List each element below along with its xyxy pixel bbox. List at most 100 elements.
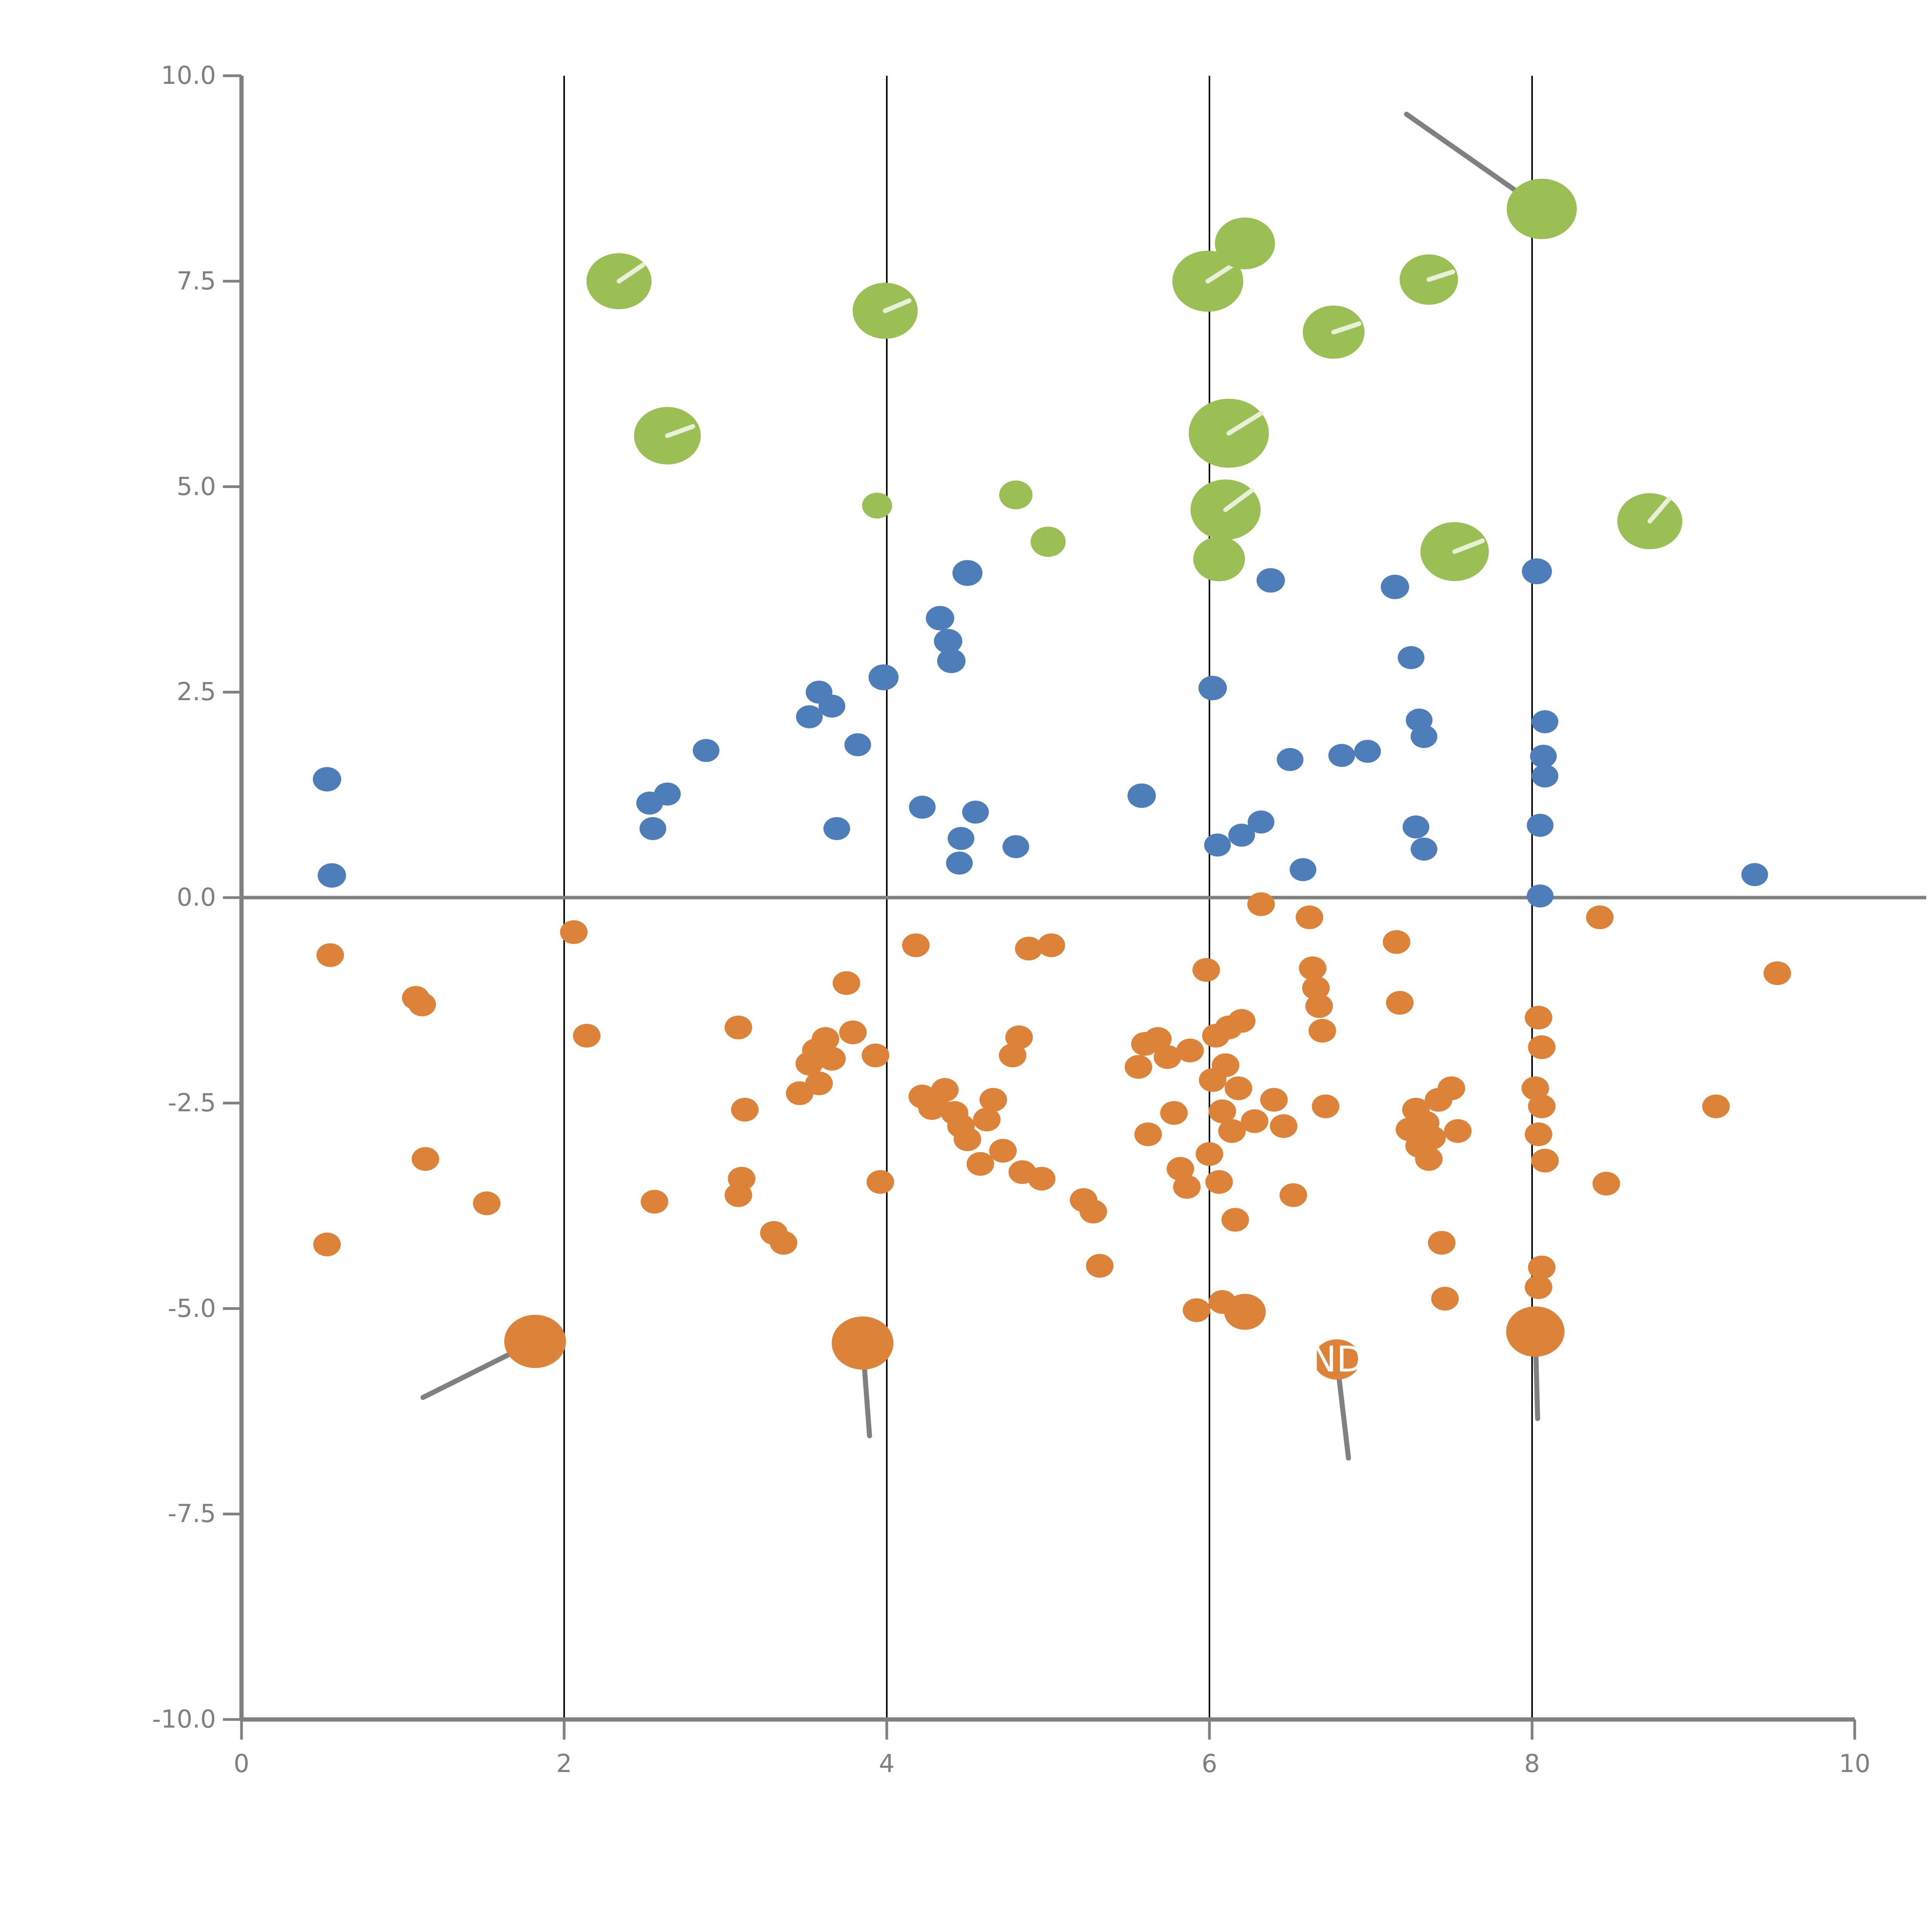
data-point-blue[interactable]	[1127, 783, 1156, 808]
data-point-orange[interactable]	[313, 1232, 341, 1257]
data-point-green[interactable]	[1193, 537, 1245, 582]
data-point-green[interactable]	[1215, 217, 1275, 269]
data-point-orange[interactable]	[1167, 1157, 1194, 1181]
data-point-orange[interactable]	[1431, 1287, 1459, 1311]
data-point-orange[interactable]	[473, 1191, 501, 1215]
data-point-orange[interactable]	[1241, 1109, 1269, 1133]
data-point-orange[interactable]	[731, 1098, 759, 1122]
data-point-orange[interactable]	[1592, 1172, 1620, 1196]
data-point-orange[interactable]	[902, 933, 930, 957]
data-point-blue[interactable]	[1522, 558, 1552, 585]
data-point-orange[interactable]	[1212, 1053, 1240, 1077]
data-point-orange[interactable]	[504, 1315, 566, 1368]
data-point-orange[interactable]	[1079, 1199, 1107, 1224]
data-point-orange[interactable]	[862, 1043, 889, 1068]
data-point-orange[interactable]	[973, 1107, 1001, 1131]
data-point-blue[interactable]	[1256, 568, 1285, 593]
data-point-orange[interactable]	[1299, 956, 1327, 980]
data-point-orange[interactable]	[1124, 1055, 1152, 1079]
data-point-orange[interactable]	[770, 1231, 798, 1255]
data-point-orange[interactable]	[573, 1024, 601, 1048]
data-point-orange[interactable]	[1525, 1275, 1553, 1299]
data-point-orange[interactable]	[1260, 1088, 1288, 1112]
data-point-orange[interactable]	[979, 1088, 1007, 1112]
data-point-blue[interactable]	[796, 705, 823, 728]
data-point-orange[interactable]	[1763, 961, 1791, 985]
data-point-orange[interactable]	[1005, 1025, 1033, 1049]
data-point-orange[interactable]	[1521, 1076, 1549, 1100]
data-point-orange[interactable]	[1418, 1126, 1446, 1150]
data-point-orange[interactable]	[1528, 1255, 1556, 1279]
data-point-blue[interactable]	[868, 664, 899, 690]
data-point-orange[interactable]	[1144, 1027, 1172, 1051]
data-point-blue[interactable]	[1198, 675, 1227, 701]
data-point-orange[interactable]	[1506, 1306, 1565, 1357]
data-point-orange[interactable]	[316, 943, 344, 967]
data-point-orange[interactable]	[1586, 905, 1614, 929]
data-point-blue[interactable]	[654, 782, 681, 806]
data-point-orange[interactable]	[1225, 1076, 1252, 1100]
data-point-orange[interactable]	[1160, 1101, 1188, 1125]
data-point-orange[interactable]	[1531, 1148, 1559, 1173]
data-point-orange[interactable]	[989, 1139, 1017, 1163]
data-point-orange[interactable]	[1302, 976, 1330, 1000]
data-point-blue[interactable]	[1248, 810, 1275, 834]
data-point-orange[interactable]	[1228, 1009, 1256, 1033]
data-point-orange[interactable]	[724, 1183, 752, 1207]
data-point-blue[interactable]	[1381, 575, 1409, 599]
data-point-orange[interactable]	[1153, 1045, 1182, 1069]
data-point-blue[interactable]	[318, 863, 346, 888]
data-point-orange[interactable]	[724, 1015, 752, 1039]
data-point-blue[interactable]	[692, 739, 719, 762]
data-point-blue[interactable]	[1527, 884, 1554, 908]
data-point-orange[interactable]	[1296, 905, 1323, 929]
data-point-blue[interactable]	[1531, 764, 1558, 787]
data-point-orange[interactable]	[1247, 892, 1275, 916]
data-point-orange[interactable]	[641, 1190, 668, 1214]
data-point-green[interactable]	[999, 480, 1033, 509]
data-point-blue[interactable]	[947, 827, 975, 850]
data-point-orange[interactable]	[1205, 1170, 1233, 1194]
data-point-blue[interactable]	[844, 733, 871, 757]
data-point-blue[interactable]	[1289, 858, 1316, 881]
data-point-orange[interactable]	[1308, 1019, 1336, 1043]
data-point-orange[interactable]	[966, 1152, 994, 1176]
data-point-orange[interactable]	[408, 992, 436, 1017]
data-point-blue[interactable]	[1228, 823, 1255, 847]
data-point-blue[interactable]	[1741, 863, 1768, 886]
data-point-orange[interactable]	[1528, 1035, 1556, 1059]
data-point-blue[interactable]	[946, 851, 973, 875]
data-point-orange[interactable]	[1208, 1290, 1236, 1314]
data-point-orange[interactable]	[1525, 1122, 1553, 1146]
data-point-orange[interactable]	[1383, 930, 1410, 954]
data-point-orange[interactable]	[811, 1027, 839, 1051]
data-point-blue[interactable]	[1204, 833, 1231, 857]
data-point-blue[interactable]	[1527, 814, 1554, 837]
data-point-orange[interactable]	[1305, 994, 1333, 1018]
data-point-orange[interactable]	[1525, 1005, 1553, 1030]
data-point-orange[interactable]	[1028, 1167, 1056, 1191]
data-point-orange[interactable]	[1270, 1114, 1298, 1138]
data-point-blue[interactable]	[1354, 740, 1381, 763]
data-point-orange[interactable]	[832, 971, 861, 995]
data-point-blue[interactable]	[1398, 646, 1425, 669]
data-point-orange[interactable]	[1196, 1142, 1223, 1166]
data-point-orange[interactable]	[1192, 958, 1220, 982]
data-point-orange[interactable]	[1182, 1298, 1211, 1322]
data-point-orange[interactable]	[999, 1043, 1027, 1068]
data-point-blue[interactable]	[1328, 744, 1355, 767]
data-point-blue[interactable]	[1402, 815, 1429, 838]
data-point-blue[interactable]	[1531, 710, 1558, 733]
data-point-blue[interactable]	[313, 767, 341, 792]
data-point-orange[interactable]	[1279, 1183, 1307, 1207]
data-point-orange[interactable]	[1173, 1175, 1201, 1199]
data-point-orange[interactable]	[1176, 1038, 1204, 1063]
data-point-orange[interactable]	[1428, 1231, 1456, 1255]
data-point-blue[interactable]	[818, 694, 845, 718]
data-point-orange[interactable]	[1015, 937, 1043, 961]
data-point-orange[interactable]	[1086, 1254, 1114, 1278]
data-point-blue[interactable]	[639, 817, 667, 840]
data-point-orange[interactable]	[1208, 1099, 1236, 1123]
data-point-orange[interactable]	[560, 920, 588, 944]
data-point-orange[interactable]	[412, 1147, 439, 1171]
